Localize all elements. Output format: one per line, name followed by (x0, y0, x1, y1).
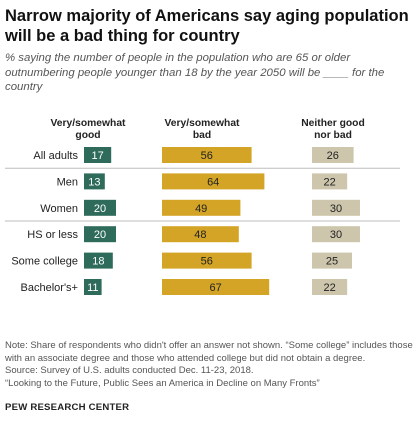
value-label-very-somewhat-good-all-adults: 17 (91, 150, 103, 162)
report-title: “Looking to the Future, Public Sees an A… (5, 377, 320, 389)
column-header-neither: Neither good nor bad (301, 118, 365, 141)
bar-very-somewhat-good-men (84, 173, 105, 190)
category-label-some-college: Some college (11, 256, 78, 268)
bar-very-somewhat-good-bachelor-s (84, 279, 102, 295)
column-header-bad: Very/somewhat bad (164, 118, 240, 141)
value-label-very-somewhat-bad-some-college: 56 (201, 256, 213, 268)
bar-chart: All adults 17 56 26 Men 13 64 22 Women 20 49 30 HS o… (5, 147, 400, 295)
value-label-very-somewhat-good-some-college: 18 (92, 256, 104, 268)
bar-very-somewhat-bad-men (162, 173, 265, 190)
bar-very-somewhat-bad-all-adults (162, 147, 252, 163)
value-label-very-somewhat-bad-bachelor-s: 67 (209, 282, 221, 294)
bar-very-somewhat-bad-hs-or-less (162, 226, 239, 243)
bar-neither-good-nor-bad-hs-or-less (312, 226, 360, 243)
value-label-very-somewhat-bad-women: 49 (195, 203, 207, 215)
value-label-very-somewhat-bad-all-adults: 56 (201, 150, 213, 162)
note-text: Note: Share of respondents who didn't of… (5, 340, 413, 364)
value-label-neither-good-nor-bad-all-adults: 26 (327, 150, 339, 162)
bar-neither-good-nor-bad-some-college (312, 252, 352, 269)
category-label-hs-or-less: HS or less (27, 229, 78, 241)
category-label-bachelor-s: Bachelor's+ (21, 282, 78, 294)
chart-title: Narrow majority of Americans say aging p… (5, 7, 409, 45)
bar-very-somewhat-good-all-adults (84, 147, 112, 163)
value-label-very-somewhat-good-bachelor-s: 11 (87, 282, 98, 294)
bar-very-somewhat-good-some-college (84, 252, 113, 269)
chart-subtitle: % saying the number of people in the pop… (5, 52, 385, 93)
value-label-neither-good-nor-bad-men: 22 (323, 176, 335, 188)
column-header-good: Very/somewhat good (50, 118, 126, 141)
value-label-very-somewhat-bad-hs-or-less: 48 (194, 229, 206, 241)
bar-neither-good-nor-bad-bachelor-s (312, 279, 348, 295)
bar-very-somewhat-bad-bachelor-s (162, 279, 270, 295)
value-label-neither-good-nor-bad-bachelor-s: 22 (323, 282, 335, 294)
value-label-very-somewhat-good-hs-or-less: 20 (94, 229, 106, 241)
category-label-all-adults: All adults (33, 150, 78, 162)
value-label-very-somewhat-bad-men: 64 (207, 176, 219, 188)
chart-notes: Note: Share of respondents who didn't of… (5, 340, 417, 390)
bar-very-somewhat-bad-some-college (162, 252, 252, 269)
category-label-men: Men (57, 176, 78, 188)
value-label-neither-good-nor-bad-hs-or-less: 30 (330, 229, 342, 241)
category-label-women: Women (40, 203, 78, 215)
bar-neither-good-nor-bad-all-adults (312, 147, 354, 163)
brand-logo-text: PEW RESEARCH CENTER (5, 402, 130, 413)
value-label-very-somewhat-good-women: 20 (94, 203, 106, 215)
bar-very-somewhat-good-hs-or-less (84, 226, 116, 243)
value-label-neither-good-nor-bad-some-college: 25 (326, 256, 338, 268)
bar-very-somewhat-bad-women (162, 199, 241, 216)
value-label-neither-good-nor-bad-women: 30 (330, 203, 342, 215)
bar-neither-good-nor-bad-men (312, 173, 348, 190)
source-text: Source: Survey of U.S. adults conducted … (5, 365, 254, 377)
bar-neither-good-nor-bad-women (312, 199, 360, 216)
bar-very-somewhat-good-women (84, 199, 116, 216)
value-label-very-somewhat-good-men: 13 (88, 176, 100, 188)
